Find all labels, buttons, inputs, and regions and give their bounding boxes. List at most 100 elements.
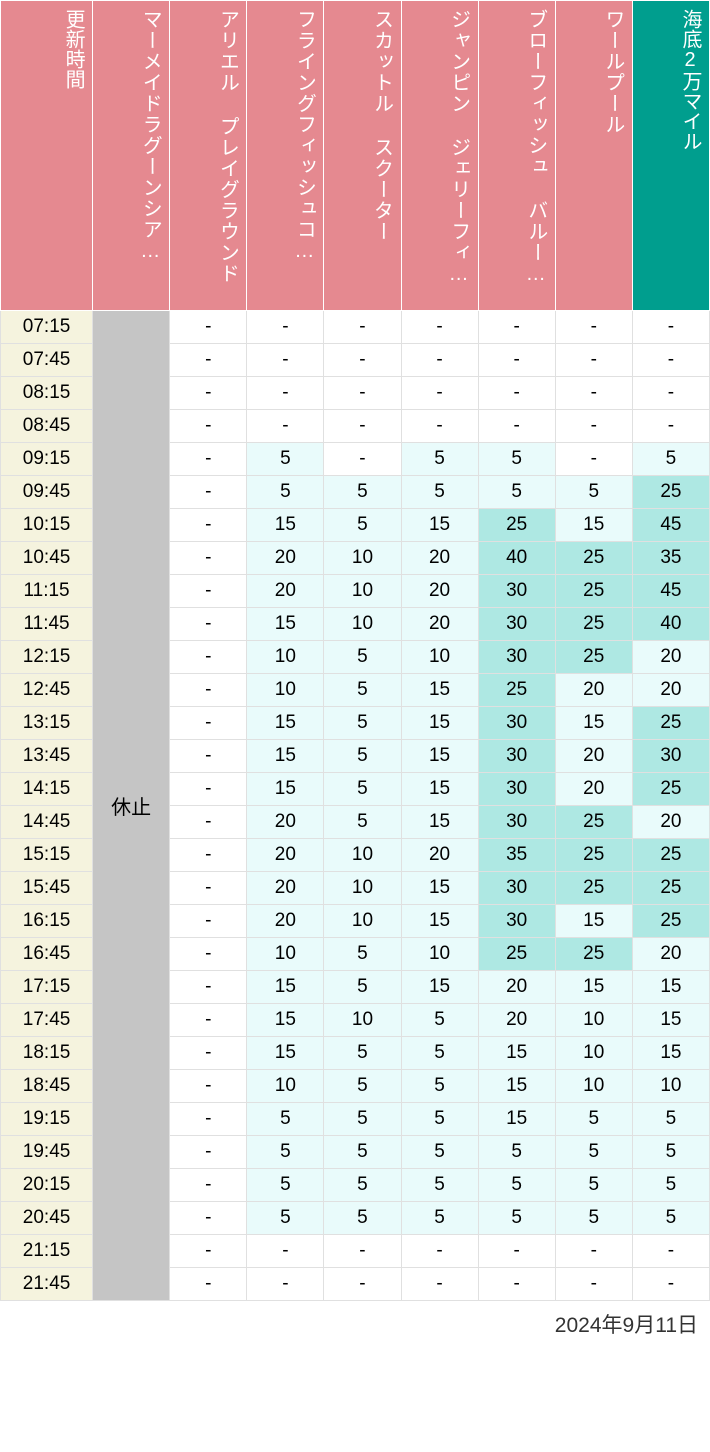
wait-cell: 25 [555, 641, 632, 674]
wait-cell: 5 [324, 476, 401, 509]
time-cell: 16:15 [1, 905, 93, 938]
wait-cell: 20 [478, 971, 555, 1004]
wait-cell: 25 [632, 839, 709, 872]
wait-cell: 5 [632, 1136, 709, 1169]
time-cell: 21:45 [1, 1268, 93, 1301]
wait-cell: 40 [478, 542, 555, 575]
wait-cell: - [170, 1136, 247, 1169]
wait-cell: - [170, 311, 247, 344]
wait-cell: 35 [478, 839, 555, 872]
wait-cell: 5 [478, 1202, 555, 1235]
wait-cell: 20 [632, 641, 709, 674]
closed-cell: 休止 [93, 311, 170, 1301]
time-cell: 19:15 [1, 1103, 93, 1136]
wait-cell: - [170, 773, 247, 806]
time-cell: 18:45 [1, 1070, 93, 1103]
wait-cell: 25 [555, 806, 632, 839]
wait-cell: 20 [247, 905, 324, 938]
attraction-header-2: フライングフィッシュコ… [247, 1, 324, 311]
wait-cell: 15 [247, 971, 324, 1004]
wait-cell: 10 [324, 839, 401, 872]
wait-cell: - [170, 1103, 247, 1136]
wait-cell: 5 [247, 1202, 324, 1235]
wait-cell: 5 [324, 641, 401, 674]
wait-cell: - [632, 377, 709, 410]
time-cell: 09:15 [1, 443, 93, 476]
wait-cell: 30 [478, 608, 555, 641]
wait-cell: 5 [555, 1202, 632, 1235]
wait-cell: 5 [401, 1004, 478, 1037]
wait-cell: - [478, 1235, 555, 1268]
time-cell: 15:45 [1, 872, 93, 905]
wait-cell: 20 [401, 542, 478, 575]
wait-cell: 5 [247, 476, 324, 509]
wait-cell: - [170, 971, 247, 1004]
time-cell: 17:15 [1, 971, 93, 1004]
wait-cell: 15 [478, 1037, 555, 1070]
wait-cell: - [478, 410, 555, 443]
wait-cell: 5 [324, 773, 401, 806]
wait-cell: 15 [555, 971, 632, 1004]
wait-cell: - [632, 1268, 709, 1301]
wait-cell: 10 [324, 608, 401, 641]
wait-cell: - [247, 1268, 324, 1301]
wait-cell: 15 [401, 509, 478, 542]
wait-cell: - [324, 377, 401, 410]
wait-cell: 30 [478, 773, 555, 806]
wait-cell: 10 [247, 938, 324, 971]
time-cell: 07:15 [1, 311, 93, 344]
wait-cell: 10 [324, 1004, 401, 1037]
wait-cell: 5 [478, 476, 555, 509]
wait-cell: 5 [555, 1136, 632, 1169]
wait-cell: 20 [247, 806, 324, 839]
wait-cell: 20 [401, 839, 478, 872]
time-cell: 13:15 [1, 707, 93, 740]
table-header: 更新時間 マーメイドラグーンシア…アリエル プレイグラウンドフライングフィッシュ… [1, 1, 710, 311]
wait-cell: - [170, 344, 247, 377]
wait-cell: - [401, 1235, 478, 1268]
wait-cell: 20 [632, 806, 709, 839]
wait-cell: - [555, 311, 632, 344]
wait-cell: - [478, 377, 555, 410]
time-cell: 08:45 [1, 410, 93, 443]
time-cell: 12:45 [1, 674, 93, 707]
attraction-header-0: マーメイドラグーンシア… [93, 1, 170, 311]
wait-cell: - [555, 443, 632, 476]
wait-cell: 20 [555, 674, 632, 707]
wait-cell: 15 [478, 1070, 555, 1103]
wait-cell: - [401, 410, 478, 443]
wait-cell: 15 [632, 1037, 709, 1070]
wait-cell: 5 [401, 1037, 478, 1070]
wait-cell: 10 [247, 641, 324, 674]
wait-cell: 10 [555, 1037, 632, 1070]
wait-cell: 5 [632, 1169, 709, 1202]
wait-cell: 5 [324, 1136, 401, 1169]
wait-cell: 25 [555, 839, 632, 872]
wait-cell: 15 [247, 509, 324, 542]
wait-cell: 5 [478, 1136, 555, 1169]
wait-cell: 25 [478, 674, 555, 707]
wait-cell: 5 [324, 938, 401, 971]
time-cell: 21:15 [1, 1235, 93, 1268]
wait-cell: 15 [247, 707, 324, 740]
time-cell: 15:15 [1, 839, 93, 872]
wait-cell: - [170, 1070, 247, 1103]
wait-time-table: 更新時間 マーメイドラグーンシア…アリエル プレイグラウンドフライングフィッシュ… [0, 0, 710, 1301]
wait-cell: 5 [401, 1103, 478, 1136]
wait-cell: - [170, 641, 247, 674]
wait-cell: 15 [247, 773, 324, 806]
wait-cell: 5 [324, 1070, 401, 1103]
attraction-header-3: スカットル スクーター [324, 1, 401, 311]
wait-cell: 5 [632, 1202, 709, 1235]
wait-cell: - [170, 377, 247, 410]
time-cell: 07:45 [1, 344, 93, 377]
wait-cell: 25 [555, 872, 632, 905]
wait-cell: 30 [478, 806, 555, 839]
time-cell: 12:15 [1, 641, 93, 674]
wait-cell: 15 [555, 905, 632, 938]
wait-cell: - [170, 509, 247, 542]
wait-cell: 10 [324, 575, 401, 608]
wait-cell: 10 [401, 641, 478, 674]
wait-cell: 15 [401, 971, 478, 1004]
wait-cell: 25 [555, 608, 632, 641]
